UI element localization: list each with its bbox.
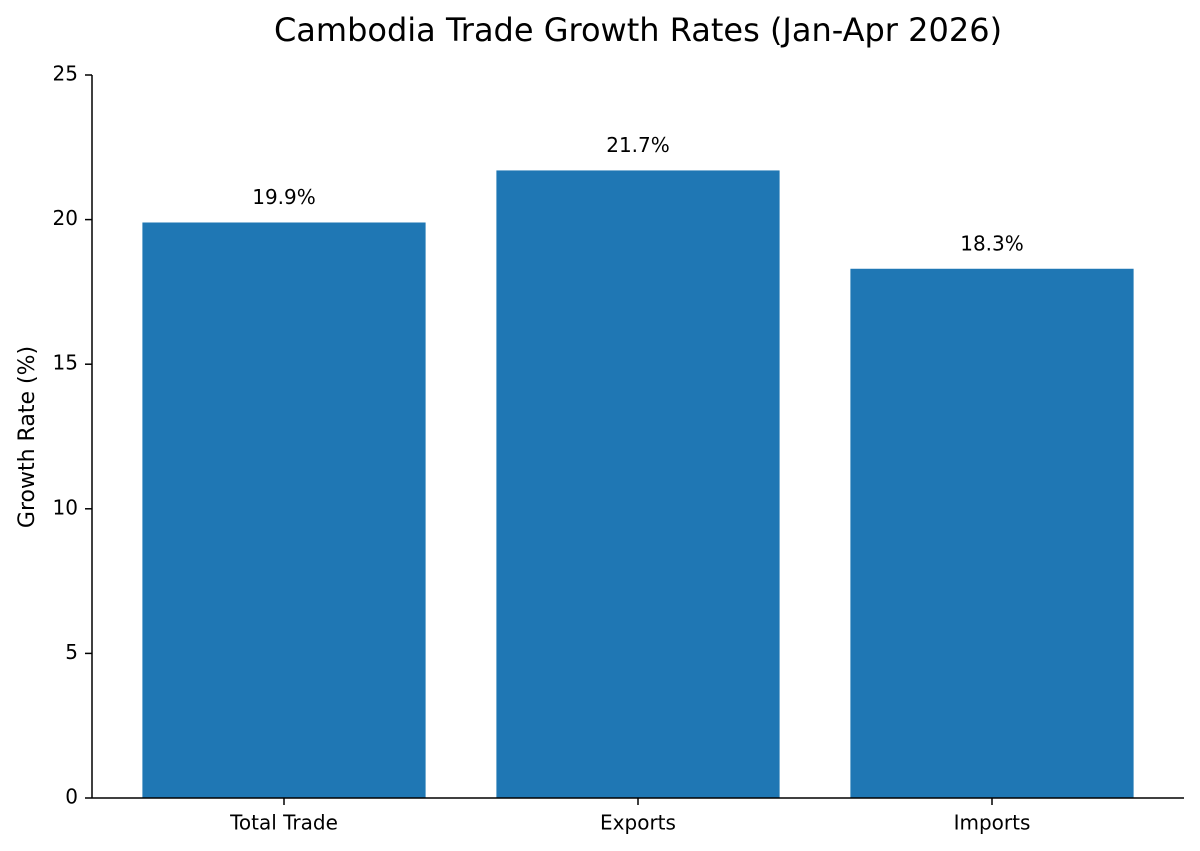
y-axis-label: Growth Rate (%) bbox=[15, 346, 40, 528]
x-tick-label: Imports bbox=[954, 811, 1031, 835]
chart-title: Cambodia Trade Growth Rates (Jan-Apr 202… bbox=[274, 11, 1002, 49]
y-tick-label: 10 bbox=[53, 495, 78, 519]
bar bbox=[850, 268, 1134, 798]
y-tick-label: 0 bbox=[65, 785, 78, 809]
value-label: 19.9% bbox=[252, 185, 316, 209]
y-tick-label: 15 bbox=[53, 351, 78, 375]
y-tick-label: 20 bbox=[53, 206, 78, 230]
y-tick-label: 5 bbox=[65, 640, 78, 664]
value-label: 21.7% bbox=[606, 133, 670, 157]
x-tick-label: Exports bbox=[600, 811, 676, 835]
y-tick-label: 25 bbox=[53, 62, 78, 86]
bar bbox=[496, 170, 780, 798]
value-label: 18.3% bbox=[960, 231, 1024, 255]
bar bbox=[142, 222, 426, 798]
x-tick-label: Total Trade bbox=[229, 811, 338, 835]
